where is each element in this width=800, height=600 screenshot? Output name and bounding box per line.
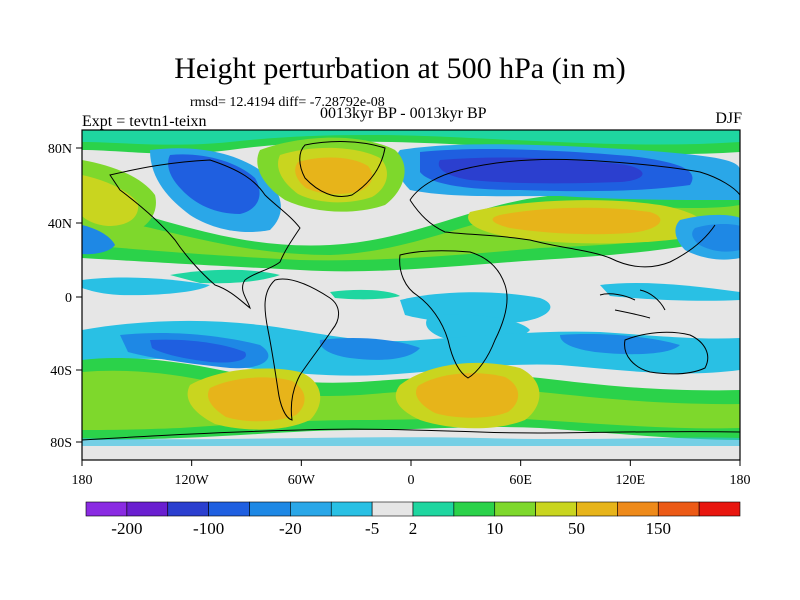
colorbar-swatch xyxy=(126,501,169,517)
stats-text: rmsd= 12.4194 diff= -7.28792e-08 xyxy=(190,95,385,110)
lon-tick-label: 180 xyxy=(730,473,751,488)
colorbar-swatch xyxy=(617,501,659,517)
colorbar-label: 10 xyxy=(486,519,503,538)
colorbar-label: 50 xyxy=(568,519,585,538)
lon-tick-label: 60W xyxy=(288,473,316,488)
colorbar-label: -100 xyxy=(193,519,224,538)
lat-tick-label: 80N xyxy=(48,142,72,157)
colorbar-swatch xyxy=(249,501,291,517)
colorbar-swatch xyxy=(208,501,250,517)
lat-axis: 80N 40N 0 40S 80S xyxy=(48,142,82,451)
lon-tick-label: 120W xyxy=(175,473,210,488)
colorbar-label: -5 xyxy=(365,519,379,538)
experiment-label: Expt = tevtn1-teixn xyxy=(82,113,207,130)
colorbar-swatch xyxy=(576,501,618,517)
lon-axis: 180 120W 60W 0 60E 120E 180 xyxy=(72,460,751,488)
colorbar-swatch xyxy=(535,501,577,517)
coastlines xyxy=(82,141,740,441)
lat-tick-label: 80S xyxy=(50,436,72,451)
season-label: DJF xyxy=(715,110,742,127)
lon-tick-label: 120E xyxy=(616,473,646,488)
lon-tick-label: 60E xyxy=(509,473,532,488)
colorbar: -200 -100 -20 -5 2 10 50 150 xyxy=(85,501,741,538)
colorbar-label: 2 xyxy=(409,519,418,538)
period-label: 0013kyr BP - 0013kyr BP xyxy=(320,105,487,122)
lat-tick-label: 40S xyxy=(50,364,72,379)
lon-tick-label: 180 xyxy=(72,473,93,488)
colorbar-swatch xyxy=(330,501,373,517)
colorbar-swatch xyxy=(371,501,414,517)
colorbar-label: 150 xyxy=(646,519,672,538)
colorbar-label: -200 xyxy=(111,519,142,538)
contour-field xyxy=(82,130,740,460)
colorbar-swatch xyxy=(494,501,536,517)
colorbar-swatch xyxy=(657,501,700,517)
chart-title: Height perturbation at 500 hPa (in m) xyxy=(174,52,626,85)
lat-tick-label: 40N xyxy=(48,217,72,232)
lon-tick-label: 0 xyxy=(408,473,415,488)
colorbar-swatch xyxy=(85,501,128,517)
colorbar-swatch xyxy=(290,501,332,517)
colorbar-label: -20 xyxy=(279,519,302,538)
colorbar-swatch xyxy=(698,501,741,517)
lat-tick-label: 0 xyxy=(65,291,72,306)
colorbar-swatch xyxy=(453,501,496,517)
colorbar-swatch xyxy=(167,501,209,517)
colorbar-swatch xyxy=(412,501,455,517)
